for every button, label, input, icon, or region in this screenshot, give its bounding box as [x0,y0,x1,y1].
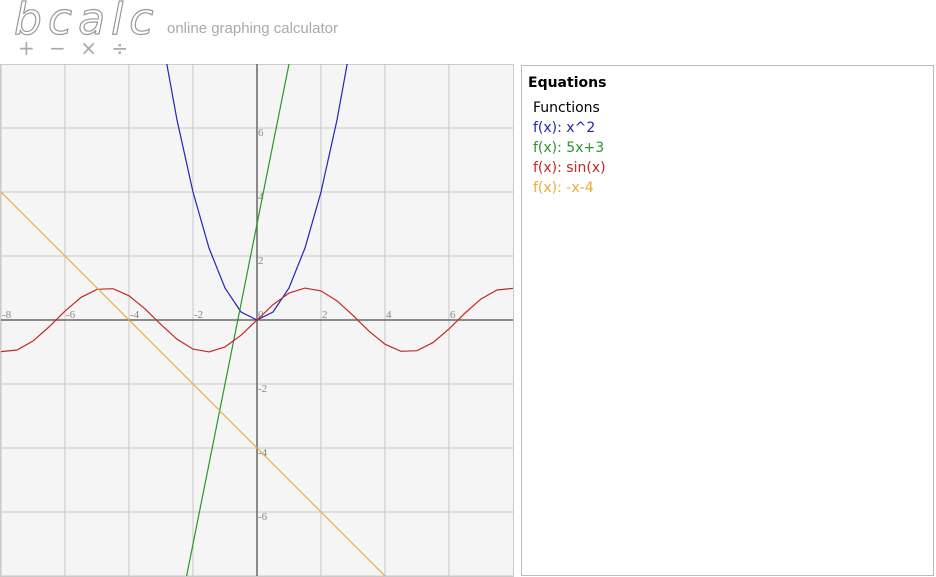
x-tick-label: -4 [130,309,140,321]
y-tick-label: 4 [258,191,264,203]
y-tick-label: 2 [258,255,264,267]
tagline: online graphing calculator [167,20,338,37]
y-tick-label: -8 [258,575,268,577]
logo: bcalc [14,0,160,45]
x-tick-label: -2 [194,309,203,321]
legend-entry: f(x): -x-4 [533,180,594,196]
x-tick-label: -8 [2,309,12,321]
equations-panel [521,65,934,576]
function-curve [1,287,513,353]
y-tick-label: 6 [258,127,264,139]
panel-title: Equations [528,75,606,91]
x-tick-label: 6 [450,309,456,321]
curves [1,64,513,576]
x-tick-label: -6 [66,309,76,321]
legend-entry: f(x): 5x+3 [533,140,604,156]
legend-entry: f(x): x^2 [533,120,595,136]
x-tick-label: 0 [258,309,264,321]
function-curve [1,191,386,576]
legend: f(x): x^2 f(x): 5x+3 f(x): sin(x) f(x): -x-… [533,120,606,196]
function-curve [185,64,290,576]
logo-symbols: + − × ÷ [18,36,132,60]
y-tick-label: -2 [258,383,267,395]
y-tick-label: -6 [258,511,268,523]
panel-section: Functions [533,100,600,116]
x-tick-label: 4 [386,309,392,321]
legend-entry: f(x): sin(x) [533,160,606,176]
x-tick-label: 2 [322,309,328,321]
